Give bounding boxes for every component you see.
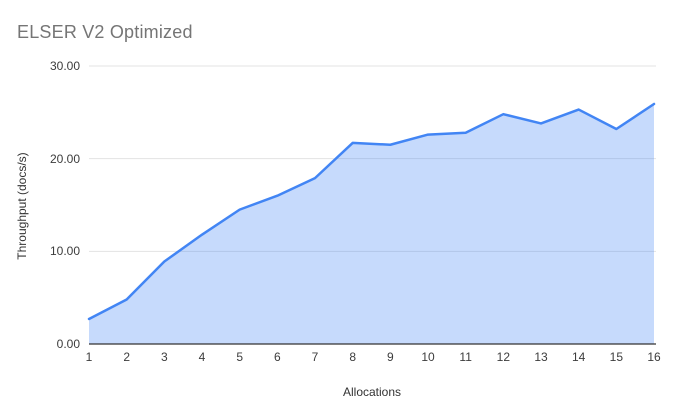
y-tick-label: 0.00 <box>56 337 80 351</box>
chart-title: ELSER V2 Optimized <box>17 22 193 42</box>
x-tick-label: 13 <box>534 350 548 364</box>
x-tick-label: 4 <box>198 350 206 364</box>
x-tick-label: 5 <box>236 350 243 364</box>
x-tick-label: 14 <box>571 350 586 364</box>
x-axis-title: Allocations <box>342 385 402 399</box>
y-axis-title: Throughput (docs/s) <box>15 152 29 260</box>
y-tick-label: 20.00 <box>49 151 80 166</box>
x-tick-label: 6 <box>273 350 281 364</box>
x-tick-label: 1 <box>85 350 93 364</box>
x-tick-label: 2 <box>123 350 130 364</box>
y-tick-label: 30.00 <box>49 59 80 73</box>
x-tick-label: 12 <box>496 350 510 364</box>
x-tick-label: 16 <box>647 350 661 364</box>
x-tick-label: 9 <box>386 350 394 364</box>
x-tick-label: 7 <box>311 350 319 364</box>
x-tick-label: 11 <box>459 350 472 364</box>
x-tick-label: 15 <box>609 350 623 364</box>
x-tick-label: 8 <box>349 350 356 364</box>
x-tick-label: 3 <box>160 350 168 364</box>
x-tick-label: 10 <box>421 350 435 364</box>
y-tick-label: 10.00 <box>49 244 80 259</box>
